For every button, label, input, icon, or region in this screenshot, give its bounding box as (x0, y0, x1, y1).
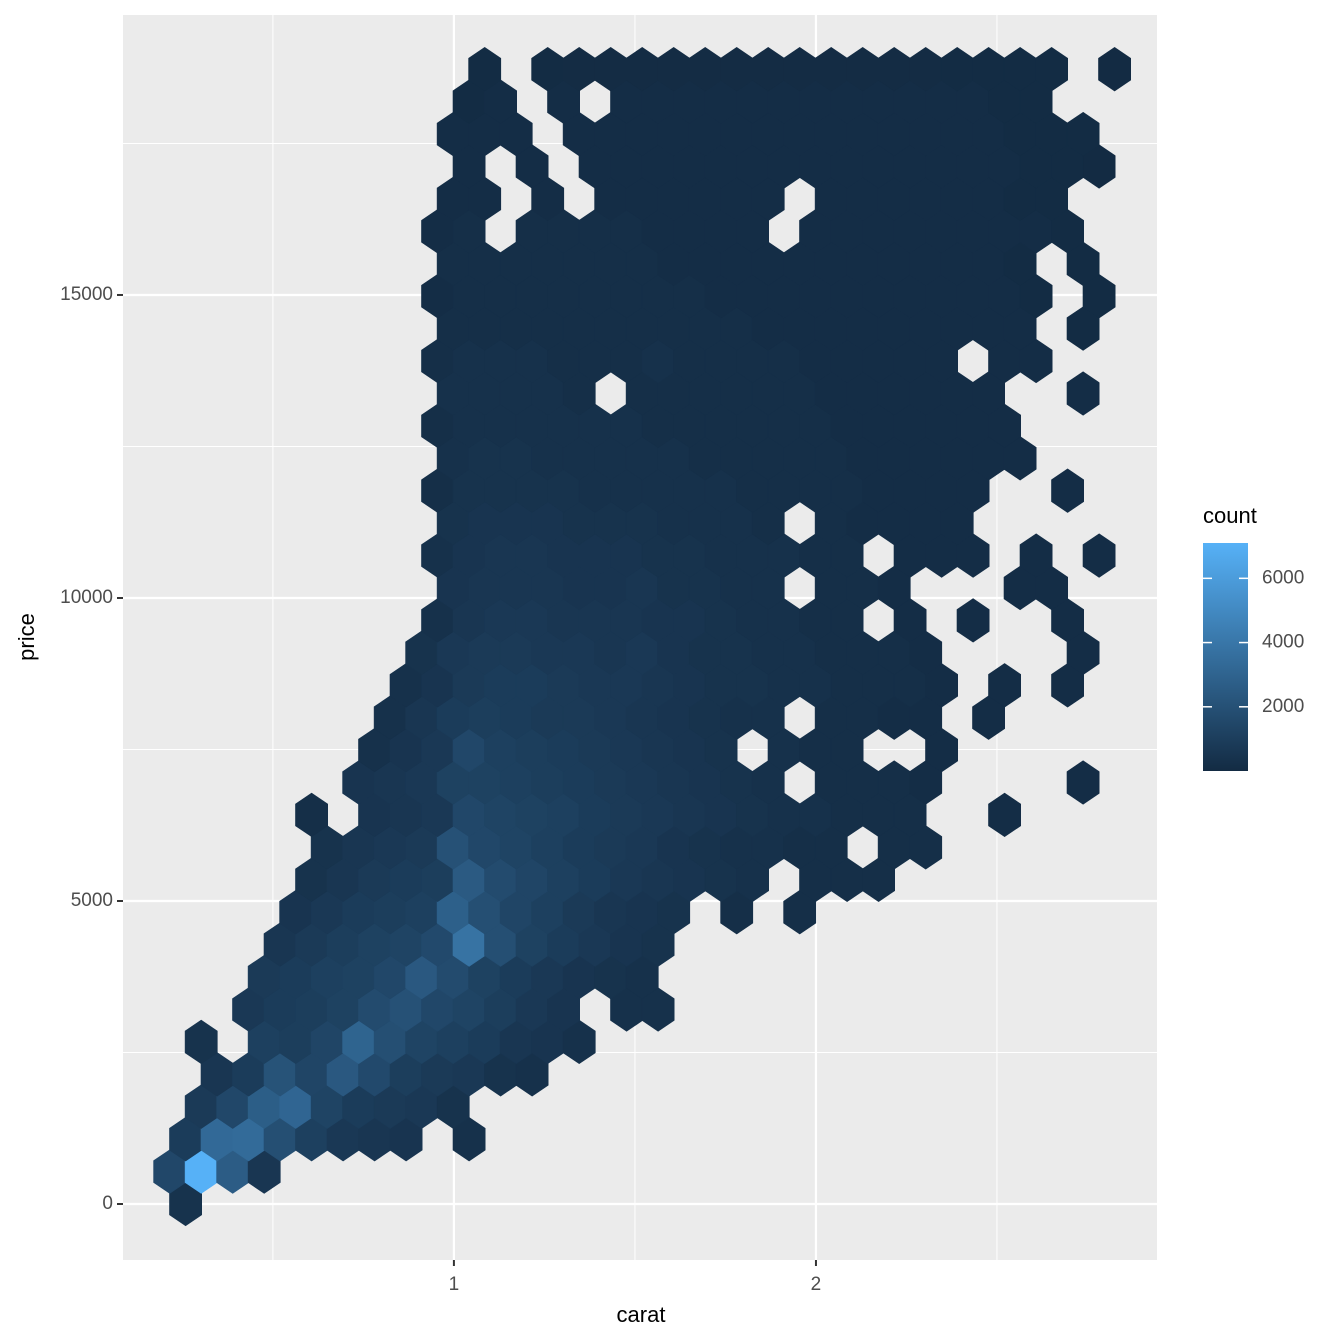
y-tick-label: 5000 (71, 890, 113, 911)
colorbar (1203, 543, 1248, 771)
legend: 2000 4000 6000 (1203, 567, 1304, 717)
hex-bin (1066, 760, 1100, 805)
hex-bin (1035, 47, 1068, 92)
colorbar-label: 6000 (1262, 567, 1304, 588)
x-tick-label: 1 (449, 1274, 460, 1295)
y-axis-title: price (14, 613, 39, 661)
colorbar-label: 4000 (1262, 632, 1304, 653)
colorbar-label: 2000 (1262, 696, 1304, 717)
x-axis-title: carat (617, 1302, 666, 1327)
hex-bin (295, 792, 329, 838)
x-tick-label: 2 (811, 1274, 822, 1295)
y-tick-label: 10000 (60, 587, 113, 608)
hex-bin (988, 663, 1022, 708)
hex-bin (1066, 111, 1100, 157)
hex-bin (1019, 533, 1053, 578)
hex-bin (956, 598, 990, 643)
legend-title: count (1203, 503, 1257, 528)
y-tick-label: 0 (102, 1193, 113, 1214)
hex-bin (1051, 468, 1084, 513)
hex-bin (1066, 371, 1100, 416)
hex-layer (153, 47, 1131, 1227)
y-tick-label: 15000 (60, 284, 113, 305)
hex-bin (184, 1019, 218, 1065)
hex-bin (1082, 533, 1116, 578)
hex-bin (468, 47, 502, 92)
hex-bin (1098, 47, 1131, 92)
hex-bin (988, 792, 1022, 838)
axes: 1 2 0 5000 10000 15000 (60, 284, 821, 1295)
